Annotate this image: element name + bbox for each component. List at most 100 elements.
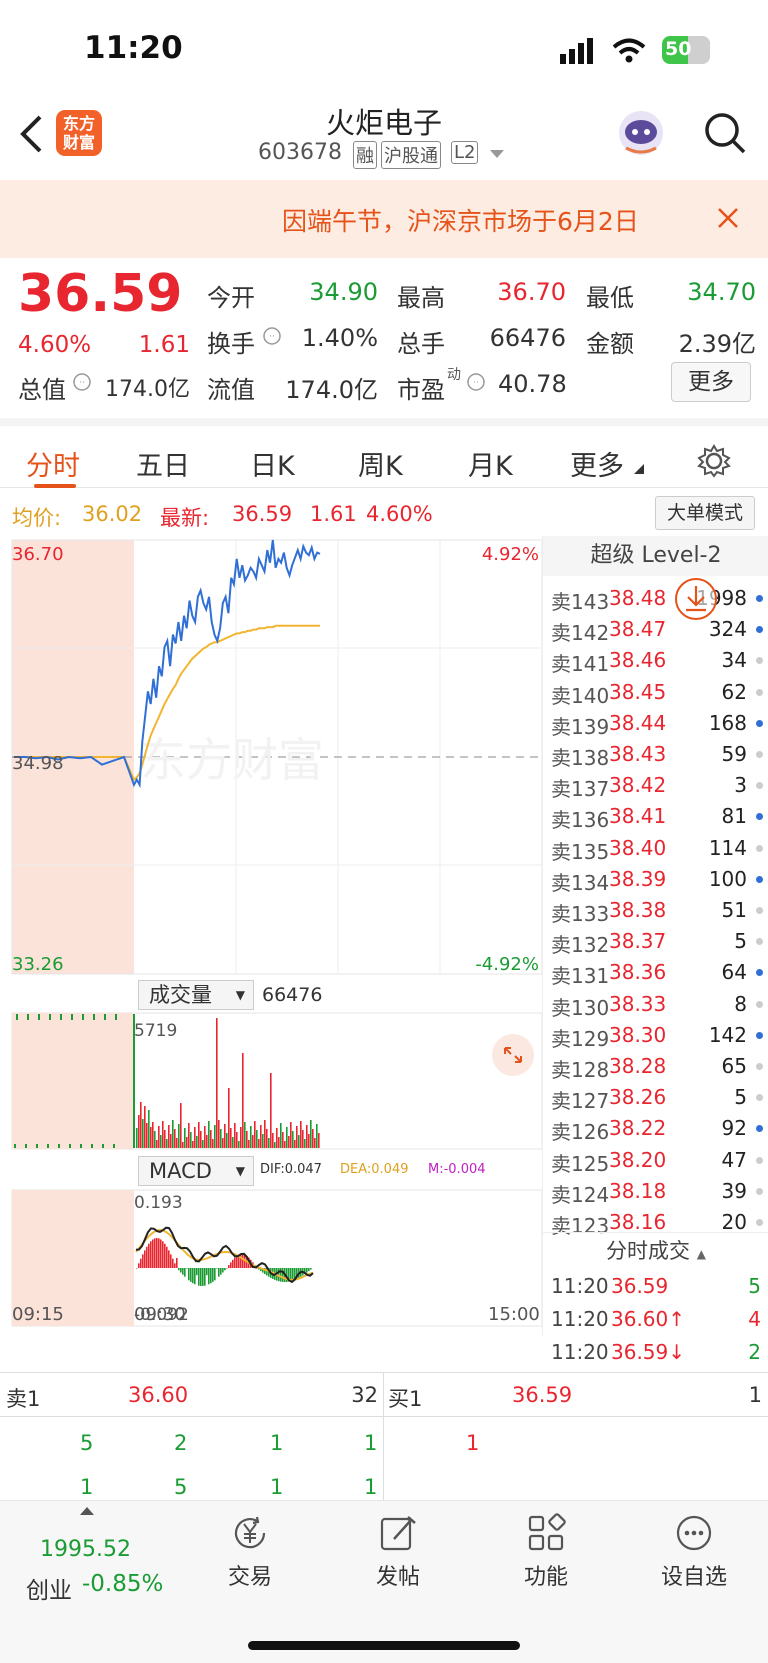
intraday-chart-area[interactable]: 东方财富 36.70 34.98 33.26 4.92% -4.92% 5719… [0, 536, 542, 1336]
level2-level: 卖134 [551, 870, 610, 895]
level2-row[interactable]: 卖138 38.43 59 [543, 740, 768, 771]
app-logo[interactable]: 东方财富 [56, 110, 102, 156]
macd-bar [188, 1268, 190, 1281]
volume-bar [208, 1121, 210, 1148]
functions-button[interactable]: 功能 [486, 1513, 606, 1591]
macd-bar [156, 1238, 158, 1268]
level2-row[interactable]: 卖130 38.33 8 [543, 990, 768, 1021]
volume-bar [25, 1144, 27, 1148]
macd-top-label: 0.193 [134, 1193, 183, 1213]
active-tab-indicator [34, 484, 76, 488]
level2-row[interactable]: 卖126 38.22 92 [543, 1114, 768, 1145]
level2-row[interactable]: 卖135 38.40 114 [543, 834, 768, 865]
download-icon[interactable] [673, 576, 719, 622]
sell1-volume: 32 [351, 1383, 378, 1407]
info-icon[interactable]: ·· [466, 372, 486, 392]
robot-assistant-icon[interactable] [616, 108, 666, 158]
level2-row[interactable]: 卖125 38.20 47 [543, 1146, 768, 1177]
holiday-notice-banner[interactable]: 因端午节，沪深京市场于6月2日 [0, 180, 768, 258]
book-level1-row [0, 1373, 768, 1417]
volume-bar [27, 1014, 29, 1020]
level2-volume: 168 [708, 710, 747, 735]
macd-indicator-select[interactable]: MACD ▼ [138, 1156, 254, 1186]
level2-row[interactable]: 卖132 38.37 5 [543, 927, 768, 958]
expand-chart-button[interactable] [492, 1034, 534, 1076]
volume-bar [176, 1138, 178, 1148]
level2-row[interactable]: 卖136 38.41 81 [543, 802, 768, 833]
tab-more[interactable]: 更多 [570, 451, 624, 482]
index-name[interactable]: 创业 [26, 1578, 72, 1604]
level2-volume: 20 [721, 1210, 747, 1234]
level2-volume: 5 [734, 1085, 747, 1110]
level2-dot [756, 1094, 763, 1102]
more-triangle-icon [634, 464, 644, 474]
macd-bar [282, 1268, 284, 1282]
volume-bar [188, 1123, 190, 1148]
level2-row[interactable]: 卖140 38.45 62 [543, 678, 768, 709]
tab-intraday[interactable]: 分时 [26, 451, 80, 482]
tab-daily-k[interactable]: 日K [250, 451, 295, 482]
more-button[interactable]: 更多 [671, 362, 751, 402]
level2-row[interactable]: 卖123 38.16 20 [543, 1208, 768, 1239]
volume-bar [258, 1139, 260, 1148]
functions-label: 功能 [523, 1565, 568, 1590]
x-label-close: 15:00 [488, 1304, 540, 1325]
settings-gear-icon[interactable] [697, 444, 731, 478]
level2-row[interactable]: 卖139 38.44 168 [543, 709, 768, 740]
info-icon[interactable]: ·· [72, 372, 92, 392]
volume-bar [164, 1130, 166, 1148]
tab-monthly-k[interactable]: 月K [468, 451, 513, 482]
level2-row[interactable]: 卖142 38.47 324 [543, 615, 768, 646]
macd-bar [306, 1268, 308, 1273]
level2-level: 卖131 [551, 964, 610, 989]
level2-row[interactable]: 卖134 38.39 100 [543, 865, 768, 896]
level2-dot [756, 813, 763, 821]
edit-icon [380, 1516, 416, 1551]
volume-bar [292, 1131, 294, 1148]
info-icon[interactable]: ·· [262, 326, 282, 346]
level2-row[interactable]: 卖129 38.30 142 [543, 1021, 768, 1052]
volume-bar [316, 1124, 318, 1148]
level2-price: 38.16 [609, 1210, 667, 1234]
level2-row[interactable]: 卖137 38.42 3 [543, 771, 768, 802]
post-button[interactable]: 发帖 [338, 1513, 458, 1591]
volume-bar [248, 1140, 250, 1148]
level2-row[interactable]: 卖131 38.36 64 [543, 958, 768, 989]
index-percent[interactable]: -0.85% [82, 1571, 164, 1597]
expand-up-icon[interactable] [80, 1507, 94, 1515]
level2-row[interactable]: 卖143 38.48 1998 [543, 584, 768, 615]
volume-bar [260, 1125, 262, 1148]
search-icon[interactable] [702, 110, 748, 156]
add-watchlist-button[interactable]: 设自选 [634, 1513, 754, 1591]
level2-row[interactable]: 卖127 38.26 5 [543, 1083, 768, 1114]
macd-bar [280, 1268, 282, 1282]
collapse-arrow-icon[interactable]: ▲ [696, 1247, 706, 1261]
volume-bar [318, 1133, 320, 1148]
sell-queue-3: 1 [270, 1431, 284, 1455]
volume-bar [152, 1122, 154, 1148]
large-order-mode-button[interactable]: 大单模式 [655, 496, 755, 530]
high-value: 36.70 [497, 278, 566, 306]
level2-price: 38.33 [609, 991, 667, 1016]
volume-indicator-label: 成交量 [149, 983, 212, 1007]
trade-button[interactable]: 交易 [190, 1513, 310, 1591]
y-top-label: 36.70 [12, 544, 64, 565]
level2-row[interactable]: 卖128 38.28 65 [543, 1052, 768, 1083]
avg-label: 均价: [12, 506, 62, 530]
macd-bar [308, 1268, 310, 1272]
index-value[interactable]: 1995.52 [40, 1537, 131, 1562]
close-icon[interactable] [716, 206, 740, 230]
dropdown-arrow-icon[interactable] [490, 150, 504, 160]
level2-row[interactable]: 卖141 38.46 34 [543, 646, 768, 677]
level2-row[interactable]: 卖133 38.38 51 [543, 896, 768, 927]
tab-weekly-k[interactable]: 周K [358, 451, 403, 482]
macd-bar [286, 1268, 288, 1282]
tab-five-day[interactable]: 五日 [136, 451, 190, 482]
intraday-chart-svg[interactable]: 东方财富 36.70 34.98 33.26 4.92% -4.92% 5719… [0, 536, 542, 1336]
level2-row[interactable]: 卖124 38.18 39 [543, 1177, 768, 1208]
macd-bar [230, 1262, 232, 1268]
volume-indicator-select[interactable]: 成交量 ▼ [138, 980, 254, 1010]
level2-volume: 65 [721, 1054, 747, 1078]
back-arrow-icon[interactable] [18, 114, 44, 154]
macd-bar [200, 1268, 202, 1286]
